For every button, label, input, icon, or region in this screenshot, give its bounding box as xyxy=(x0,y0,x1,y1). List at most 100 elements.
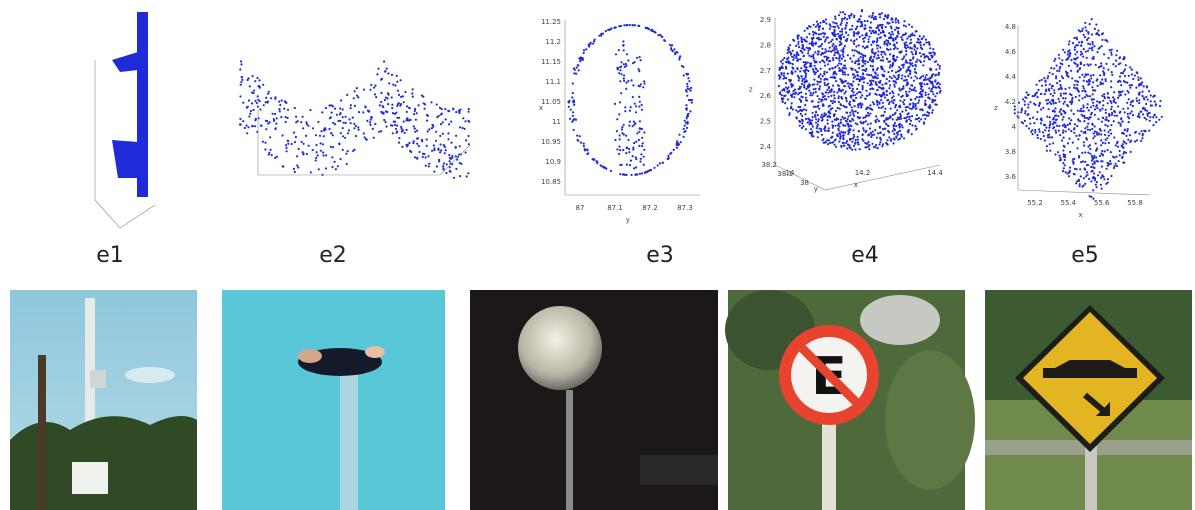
cloud-point xyxy=(632,84,634,86)
cloud-point xyxy=(826,84,828,86)
cloud-point xyxy=(1099,155,1101,157)
cloud-point xyxy=(836,38,838,40)
cloud-point xyxy=(876,37,878,39)
cloud-point xyxy=(1073,113,1075,115)
cloud-point xyxy=(1103,53,1105,55)
cloud-point xyxy=(838,123,840,125)
cloud-point xyxy=(839,60,841,62)
cloud-point xyxy=(778,78,780,80)
cloud-point xyxy=(815,88,817,90)
cloud-point xyxy=(1138,84,1140,86)
cloud-point xyxy=(880,66,882,68)
cloud-point xyxy=(1119,154,1121,156)
cloud-point xyxy=(622,40,624,42)
cloud-point xyxy=(883,134,885,136)
cloud-point xyxy=(1102,154,1104,156)
cloud-point xyxy=(1059,157,1061,159)
cloud-point xyxy=(1107,96,1109,98)
cloud-point xyxy=(783,88,785,90)
cloud-point xyxy=(1090,196,1092,198)
cloud-point xyxy=(1109,129,1111,131)
cloud-point xyxy=(938,73,940,75)
cloud-point xyxy=(416,158,418,160)
cloud-point xyxy=(899,126,901,128)
cloud-point xyxy=(909,62,911,64)
cloud-point xyxy=(262,84,264,86)
cloud-point xyxy=(1034,131,1036,133)
cloud-point xyxy=(1111,49,1113,51)
cloud-point xyxy=(847,124,849,126)
cloud-point xyxy=(689,110,691,112)
cloud-point xyxy=(358,111,360,113)
cloud-point xyxy=(1120,125,1122,127)
cloud-point xyxy=(1036,134,1038,136)
cloud-point xyxy=(891,70,893,72)
cloud-point xyxy=(928,97,930,99)
cloud-point xyxy=(1090,106,1092,108)
cloud-point xyxy=(1089,23,1091,25)
cloud-point xyxy=(1077,81,1079,83)
cloud-point xyxy=(1088,47,1090,49)
cloud-point xyxy=(939,67,941,69)
cloud-point xyxy=(362,111,364,113)
cloud-point xyxy=(894,86,896,88)
cloud-point xyxy=(1098,48,1100,50)
cloud-point xyxy=(323,128,325,130)
cloud-point xyxy=(813,79,815,81)
cloud-point xyxy=(816,131,818,133)
cloud-point xyxy=(810,128,812,130)
cloud-point xyxy=(413,113,415,115)
cloud-point xyxy=(817,50,819,52)
cloud-point xyxy=(610,28,612,30)
cloud-point xyxy=(844,131,846,133)
cloud-point xyxy=(878,29,880,31)
cloud-point xyxy=(1101,150,1103,152)
cloud-point xyxy=(845,142,847,144)
cloud-point xyxy=(792,90,794,92)
cloud-point xyxy=(382,106,384,108)
cloud-point xyxy=(854,148,856,150)
cloud-point xyxy=(268,152,270,154)
cloud-point xyxy=(854,49,856,51)
cloud-point xyxy=(414,128,416,130)
cloud-point xyxy=(872,59,874,61)
cloud-point xyxy=(937,82,939,84)
cloud-point xyxy=(247,79,249,81)
cloud-point xyxy=(923,123,925,125)
cloud-point xyxy=(1111,112,1113,114)
cloud-point xyxy=(396,132,398,134)
cloud-point xyxy=(404,132,406,134)
cloud-point xyxy=(350,104,352,106)
cloud-point xyxy=(797,35,799,37)
cloud-point xyxy=(1064,112,1066,114)
cloud-point xyxy=(602,33,604,35)
cloud-point xyxy=(922,114,924,116)
cloud-point xyxy=(869,80,871,82)
cloud-point xyxy=(812,126,814,128)
cloud-point xyxy=(837,58,839,60)
cloud-point xyxy=(1129,141,1131,143)
cloud-point xyxy=(846,112,848,114)
cloud-point xyxy=(1105,63,1107,65)
cloud-point xyxy=(929,104,931,106)
cloud-point xyxy=(821,98,823,100)
cloud-point xyxy=(888,131,890,133)
cloud-point xyxy=(1080,61,1082,63)
cloud-point xyxy=(354,90,356,92)
cloud-point xyxy=(1068,138,1070,140)
cloud-point xyxy=(1102,100,1104,102)
cloud-point xyxy=(892,39,894,41)
cloud-point xyxy=(903,99,905,101)
cloud-point xyxy=(863,81,865,83)
cloud-point xyxy=(339,120,341,122)
cloud-point xyxy=(826,56,828,58)
cloud-point xyxy=(863,129,865,131)
cloud-point xyxy=(815,118,817,120)
cloud-point xyxy=(889,84,891,86)
cloud-point xyxy=(809,65,811,67)
cloud-point xyxy=(445,172,447,174)
cloud-point xyxy=(888,32,890,34)
cloud-point xyxy=(856,38,858,40)
cloud-point xyxy=(933,100,935,102)
cloud-point xyxy=(823,142,825,144)
